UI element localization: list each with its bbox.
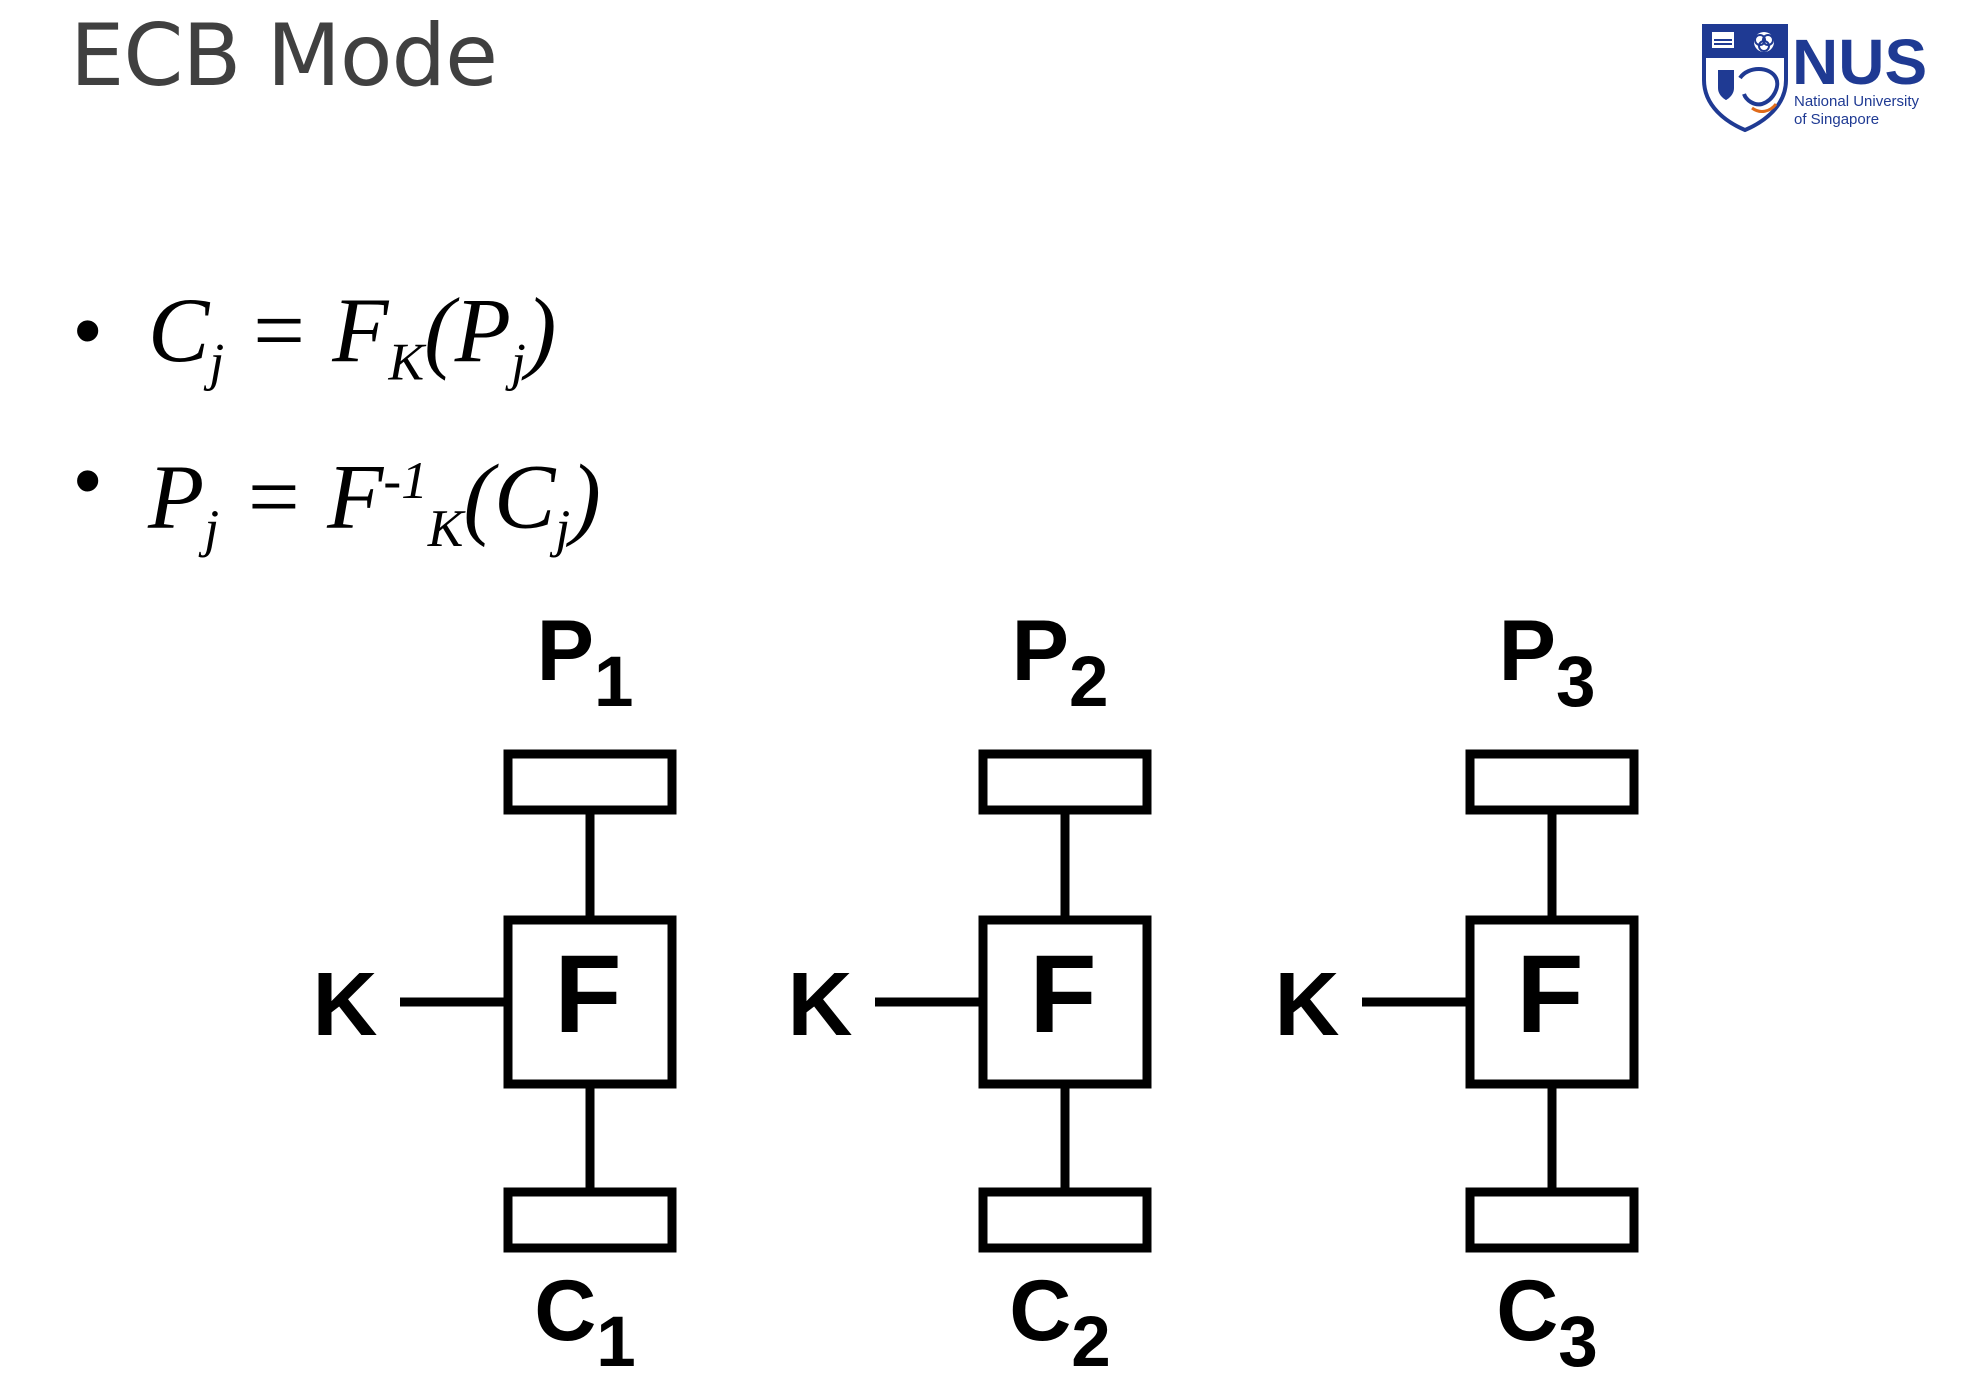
plaintext-label-3-subscript: 3 [1556,643,1596,722]
ciphertext-label-2-subscript: 2 [1071,1303,1111,1382]
equation-decrypt: • Pj = F-1K(Cj) [70,430,601,580]
plaintext-block-1 [503,749,677,815]
ciphertext-block-1 [503,1187,677,1253]
f-function-label-2: F [1029,933,1096,1056]
plaintext-block-3 [1465,749,1639,815]
ciphertext-label-3-letter: C [1496,1263,1558,1359]
equation-list: • Cj = FK(Pj) • Pj = F-1K(Cj) [70,280,601,580]
plaintext-label-2: P2 [1012,603,1109,722]
ciphertext-label-2: C2 [1009,1263,1111,1382]
f-function-label-1: F [554,933,621,1056]
ciphertext-block-3 [1465,1187,1639,1253]
nus-logo: NUS National University of Singapore [1702,24,1927,133]
plaintext-label-2-letter: P [1012,603,1069,699]
plaintext-label-1-letter: P [537,603,594,699]
bullet-icon: • [74,436,102,524]
ciphertext-label-3: C3 [1496,1263,1598,1382]
logo-line-2: of Singapore [1794,111,1879,128]
key-label-2: K [788,955,853,1055]
plaintext-label-1: P1 [537,603,634,722]
ciphertext-block-2 [978,1187,1152,1253]
bullet-icon: • [74,286,102,374]
ciphertext-label-2-letter: C [1009,1263,1071,1359]
logo-wordmark: NUS [1792,26,1927,98]
key-label-1: K [313,955,378,1055]
plaintext-label-2-subscript: 2 [1069,643,1109,722]
logo-line-1: National University [1794,93,1920,110]
plaintext-label-1-subscript: 1 [594,643,634,722]
plaintext-block-2 [978,749,1152,815]
plaintext-label-3-letter: P [1499,603,1556,699]
ciphertext-label-1-subscript: 1 [596,1303,636,1382]
ciphertext-label-1: C1 [534,1263,636,1382]
f-function-box-1 [503,915,677,1089]
plaintext-label-3: P3 [1499,603,1596,722]
key-label-3: K [1275,955,1340,1055]
nus-crest-icon [1702,24,1788,133]
ciphertext-label-3-subscript: 3 [1558,1303,1598,1382]
f-function-label-3: F [1516,933,1583,1056]
equation-encrypt: • Cj = FK(Pj) [74,279,557,392]
ciphertext-label-1-letter: C [534,1263,596,1359]
slide-title: ECB Mode [70,6,498,106]
